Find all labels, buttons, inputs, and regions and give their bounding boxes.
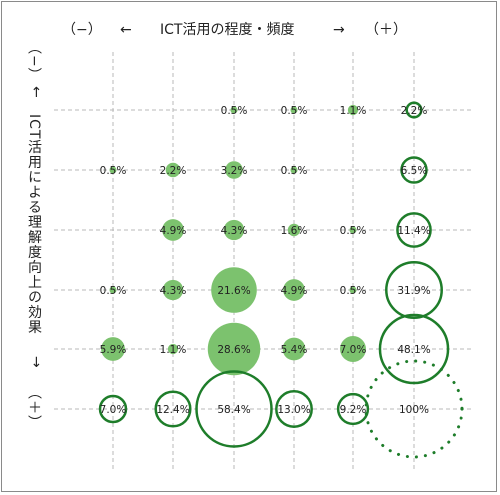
bubble-filled [230, 106, 238, 114]
data-label: 0.5% [100, 165, 127, 177]
data-label: 28.6% [217, 344, 250, 356]
left-axis-plus: （＋） [26, 385, 42, 430]
data-label: 1.6% [281, 225, 308, 237]
top-axis-minus: （−） [62, 22, 102, 38]
left-axis-arrow-up: ← [28, 86, 44, 99]
bubble-filled [340, 336, 366, 362]
data-label: 0.5% [281, 165, 308, 177]
data-label: 9.2% [340, 404, 367, 416]
bubble-filled [349, 286, 357, 294]
bubble-filled [211, 267, 257, 313]
data-label: 58.4% [217, 404, 250, 416]
bubble-outline [385, 261, 443, 319]
data-label: 0.5% [281, 105, 308, 117]
data-label: 0.5% [221, 105, 248, 117]
bubble-outline [195, 370, 273, 448]
bubble-outline [154, 390, 192, 428]
data-label: 21.6% [217, 285, 250, 297]
bubble-outline [378, 313, 450, 385]
data-label: 1.1% [160, 344, 187, 356]
top-axis-title: ICT活用の程度・頻度 [160, 22, 295, 38]
top-axis-arrow-right: → [333, 22, 345, 38]
bubble-filled [109, 286, 117, 294]
bubble-outline [98, 394, 128, 424]
bubble-filled [225, 161, 243, 179]
bubble-filled [290, 106, 298, 114]
bubble-outline [336, 392, 370, 426]
bubble-filled [207, 322, 261, 376]
data-label: 5.4% [281, 344, 308, 356]
data-label: 6.5% [401, 165, 428, 177]
left-axis-arrow-down: → [28, 356, 44, 369]
data-label: 3.2% [221, 165, 248, 177]
data-label: 4.3% [221, 225, 248, 237]
bubble-filled [290, 166, 298, 174]
bubble-outline [396, 212, 432, 248]
data-label: 2.2% [160, 165, 187, 177]
data-label: 13.0% [277, 404, 310, 416]
bubble-filled [347, 104, 359, 116]
bubble-dotted [364, 359, 464, 459]
data-label: 100% [399, 404, 429, 416]
data-label: 7.0% [340, 344, 367, 356]
top-axis-arrow-left: ← [120, 22, 132, 38]
bubble-filled [162, 219, 184, 241]
left-axis-title: ICT活用による理解度向上の効果 [26, 114, 42, 335]
left-axis-minus: （−） [26, 40, 42, 83]
data-label: 7.0% [100, 404, 127, 416]
top-axis-plus: （＋） [365, 22, 407, 38]
data-label: 0.5% [340, 285, 367, 297]
data-label: 0.5% [100, 285, 127, 297]
data-label: 1.1% [340, 105, 367, 117]
bubble-filled [165, 162, 181, 178]
data-label: 12.4% [156, 404, 189, 416]
bubble-filled [109, 166, 117, 174]
bubble-filled [282, 337, 306, 361]
bubble-outline [405, 101, 423, 119]
bubble-filled [101, 337, 125, 361]
data-label: 4.3% [160, 285, 187, 297]
bubble-filled [223, 219, 245, 241]
bubble-filled [349, 226, 357, 234]
data-label: 4.9% [281, 285, 308, 297]
data-label: 2.2% [401, 105, 428, 117]
bubble-outline [275, 390, 313, 428]
bubble-filled [283, 279, 305, 301]
data-label: 4.9% [160, 225, 187, 237]
data-label: 11.4% [397, 225, 430, 237]
bubble-filled [167, 343, 179, 355]
data-label: 5.9% [100, 344, 127, 356]
data-label: 31.9% [397, 285, 430, 297]
data-label: 0.5% [340, 225, 367, 237]
data-label: 48.1% [397, 344, 430, 356]
bubble-filled [287, 223, 301, 237]
bubble-outline [400, 156, 428, 184]
bubble-filled [162, 279, 184, 301]
